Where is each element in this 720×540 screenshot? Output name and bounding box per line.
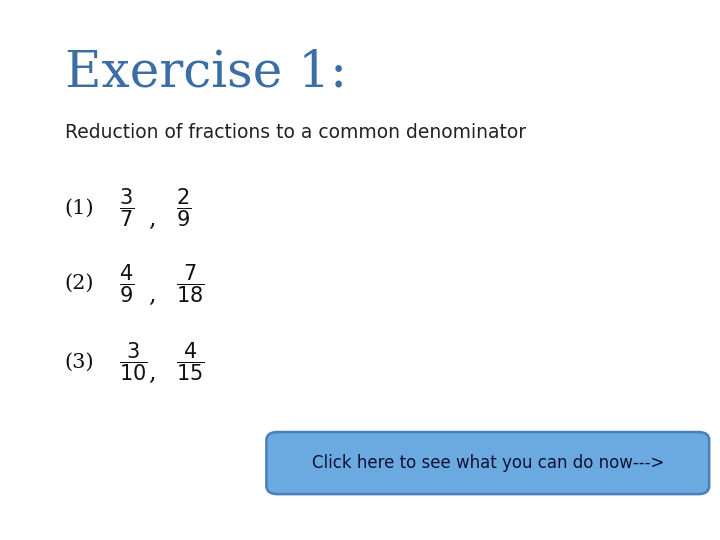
Text: Reduction of fractions to a common denominator: Reduction of fractions to a common denom… bbox=[65, 123, 526, 142]
Text: $\dfrac{4}{9}$: $\dfrac{4}{9}$ bbox=[119, 262, 134, 305]
Text: $\dfrac{3}{7}$: $\dfrac{3}{7}$ bbox=[119, 187, 134, 229]
Text: $\dfrac{7}{18}$: $\dfrac{7}{18}$ bbox=[176, 262, 205, 305]
Text: $\dfrac{2}{9}$: $\dfrac{2}{9}$ bbox=[176, 187, 192, 229]
Text: (2): (2) bbox=[65, 274, 94, 293]
Text: Click here to see what you can do now--->: Click here to see what you can do now---… bbox=[312, 454, 664, 472]
Text: $\dfrac{4}{15}$: $\dfrac{4}{15}$ bbox=[176, 341, 205, 383]
Text: ,: , bbox=[148, 362, 156, 385]
Text: (3): (3) bbox=[65, 352, 94, 372]
Text: (1): (1) bbox=[65, 198, 94, 218]
Text: Exercise 1:: Exercise 1: bbox=[65, 48, 347, 98]
Text: $\dfrac{3}{10}$: $\dfrac{3}{10}$ bbox=[119, 341, 148, 383]
FancyBboxPatch shape bbox=[266, 432, 709, 494]
Text: ,: , bbox=[148, 208, 156, 231]
Text: ,: , bbox=[148, 284, 156, 307]
